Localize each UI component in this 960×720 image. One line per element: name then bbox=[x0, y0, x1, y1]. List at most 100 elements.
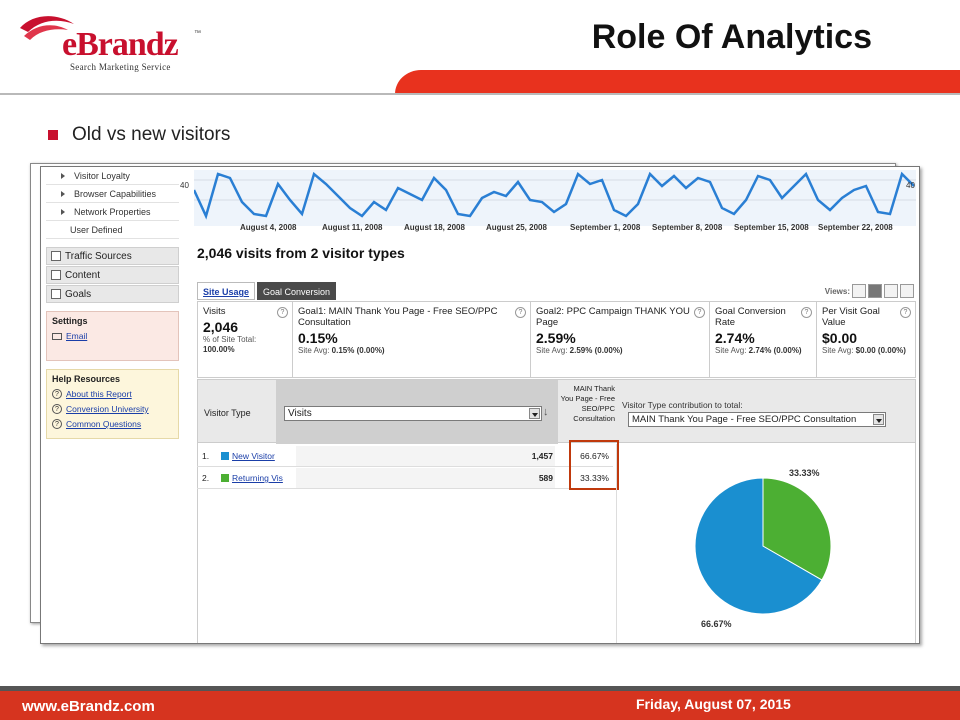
help-link-conversion-university[interactable]: ? Conversion University bbox=[52, 403, 173, 418]
logo-wordmark: eBrandz bbox=[62, 26, 179, 63]
pie-chart bbox=[694, 477, 832, 615]
header-divider bbox=[0, 93, 960, 95]
contribution-select[interactable]: MAIN Thank You Page - Free SEO/PPC Consu… bbox=[628, 412, 886, 427]
table-row: 1. New Visitor 1,457 66.67% bbox=[197, 445, 613, 467]
pie-slice-new-visitor bbox=[694, 477, 823, 615]
sidebar-item-content[interactable]: Content bbox=[46, 266, 179, 284]
traffic-icon bbox=[51, 251, 61, 261]
metric-select[interactable]: Visits bbox=[284, 406, 542, 421]
date-label: August 25, 2008 bbox=[486, 223, 547, 232]
legend-swatch bbox=[221, 452, 229, 460]
help-resources-box: Help Resources ? About this Report ? Conve… bbox=[46, 369, 179, 439]
help-link-about[interactable]: ? About this Report bbox=[52, 388, 173, 403]
sort-arrow-icon[interactable]: ↓ bbox=[543, 406, 549, 418]
metric-per-visit-goal-value: Per Visit Goal Value $0.00 Site Avg: $0.… bbox=[817, 302, 915, 377]
footer-url[interactable]: www.eBrandz.com bbox=[22, 698, 155, 715]
logo-trademark: ™ bbox=[194, 30, 201, 37]
pie-label-new: 66.67% bbox=[701, 619, 732, 629]
help-link-common-questions[interactable]: ? Common Questions bbox=[52, 418, 173, 433]
metrics-scorecard: Visits 2,046 % of Site Total: 100.00% ? G… bbox=[197, 301, 916, 378]
settings-box: Settings Email bbox=[46, 311, 179, 361]
logo-swoosh-icon bbox=[20, 16, 74, 40]
report-main: 40 40 August 4, 2008 August 11, 2008 Aug… bbox=[180, 167, 916, 643]
contribution-label: Visitor Type contribution to total: bbox=[622, 400, 743, 410]
views-switcher: Views: bbox=[825, 282, 914, 300]
help-circle-icon: ? bbox=[52, 419, 62, 429]
sidebar-item-network-properties[interactable]: Network Properties bbox=[46, 203, 179, 221]
envelope-icon bbox=[52, 333, 62, 340]
expand-arrow-icon bbox=[61, 209, 65, 215]
report-tabs: Site Usage Goal Conversion bbox=[197, 282, 338, 300]
legend-swatch bbox=[221, 474, 229, 482]
help-circle-icon[interactable]: ? bbox=[694, 307, 705, 318]
date-label: August 18, 2008 bbox=[404, 223, 465, 232]
visits-trend-graph bbox=[194, 170, 916, 226]
highlight-box bbox=[569, 440, 619, 490]
row-link-new-visitor[interactable]: New Visitor bbox=[232, 451, 275, 461]
settings-title: Settings bbox=[52, 316, 88, 326]
email-link[interactable]: Email bbox=[52, 330, 173, 345]
metric-visits: Visits 2,046 % of Site Total: 100.00% ? bbox=[198, 302, 293, 377]
date-label: September 22, 2008 bbox=[818, 223, 893, 232]
table-row: 2. Returning Vis 589 33.33% bbox=[197, 467, 613, 489]
table-body-frame bbox=[197, 443, 916, 643]
expand-arrow-icon bbox=[61, 173, 65, 179]
date-label: September 15, 2008 bbox=[734, 223, 809, 232]
metric-column-header: Visits bbox=[276, 380, 558, 444]
bullet-text: Old vs new visitors bbox=[72, 124, 231, 145]
help-circle-icon[interactable]: ? bbox=[515, 307, 526, 318]
sidebar-item-goals[interactable]: Goals bbox=[46, 285, 179, 303]
analytics-screenshot: Visitor Loyalty Browser Capabilities Net… bbox=[40, 166, 920, 644]
metric-goal1: Goal1: MAIN Thank You Page - Free SEO/PP… bbox=[293, 302, 531, 377]
pie-slice-returning-visitor bbox=[762, 477, 832, 581]
flag-icon bbox=[51, 289, 61, 299]
content-icon bbox=[51, 270, 61, 280]
chevron-down-icon bbox=[529, 408, 540, 419]
sidebar-item-user-defined[interactable]: User Defined bbox=[46, 221, 179, 239]
help-circle-icon[interactable]: ? bbox=[277, 307, 288, 318]
help-title: Help Resources bbox=[52, 374, 121, 384]
header-accent-bar bbox=[395, 70, 960, 94]
column-goal: MAIN Thank You Page - Free SEO/PPC Consu… bbox=[560, 384, 615, 423]
row-link-returning-visitor[interactable]: Returning Vis bbox=[232, 473, 283, 483]
sidebar-item-traffic-sources[interactable]: Traffic Sources bbox=[46, 247, 179, 265]
pie-view-icon[interactable] bbox=[868, 284, 882, 298]
date-label: August 4, 2008 bbox=[240, 223, 297, 232]
bullet-point: Old vs new visitors bbox=[48, 124, 230, 146]
help-circle-icon[interactable]: ? bbox=[900, 307, 911, 318]
column-visitor-type: Visitor Type bbox=[204, 408, 251, 418]
help-circle-icon: ? bbox=[52, 389, 62, 399]
metric-goal2: Goal2: PPC Campaign THANK YOU Page 2.59%… bbox=[531, 302, 710, 377]
date-label: September 1, 2008 bbox=[570, 223, 641, 232]
pie-label-returning: 33.33% bbox=[789, 468, 820, 478]
compare-view-icon[interactable] bbox=[900, 284, 914, 298]
sidebar-item-browser-capabilities[interactable]: Browser Capabilities bbox=[46, 185, 179, 203]
slide-title: Role Of Analytics bbox=[591, 18, 872, 56]
analytics-sidebar: Visitor Loyalty Browser Capabilities Net… bbox=[46, 167, 179, 643]
metric-goal-conversion-rate: Goal Conversion Rate 2.74% Site Avg: 2.7… bbox=[710, 302, 817, 377]
trend-date-axis: August 4, 2008 August 11, 2008 August 18… bbox=[194, 223, 916, 235]
views-label: Views: bbox=[824, 286, 850, 296]
performance-view-icon[interactable] bbox=[884, 284, 898, 298]
bullet-square-icon bbox=[48, 130, 58, 140]
table-view-icon[interactable] bbox=[852, 284, 866, 298]
tab-goal-conversion[interactable]: Goal Conversion bbox=[257, 282, 337, 300]
y-axis-label-left: 40 bbox=[180, 181, 189, 190]
date-label: September 8, 2008 bbox=[652, 223, 723, 232]
expand-arrow-icon bbox=[61, 191, 65, 197]
help-circle-icon: ? bbox=[52, 404, 62, 414]
chevron-down-icon bbox=[873, 414, 884, 425]
pie-chart-area: 33.33% 66.67% bbox=[616, 444, 916, 643]
trend-line bbox=[194, 171, 915, 220]
logo-tagline: Search Marketing Service bbox=[70, 62, 171, 72]
tab-site-usage[interactable]: Site Usage bbox=[197, 282, 256, 300]
date-label: August 11, 2008 bbox=[322, 223, 383, 232]
help-circle-icon[interactable]: ? bbox=[801, 307, 812, 318]
footer-bar bbox=[0, 686, 960, 720]
table-header: Visitor Type Visits ↓ MAIN Thank You Pag… bbox=[197, 379, 916, 444]
y-axis-label-right: 40 bbox=[906, 181, 915, 190]
report-summary: 2,046 visits from 2 visitor types bbox=[197, 245, 405, 261]
ebrandz-logo: eBrandz ™ Search Marketing Service bbox=[18, 10, 208, 72]
sidebar-item-visitor-loyalty[interactable]: Visitor Loyalty bbox=[46, 167, 179, 185]
footer-date: Friday, August 07, 2015 bbox=[636, 696, 791, 712]
